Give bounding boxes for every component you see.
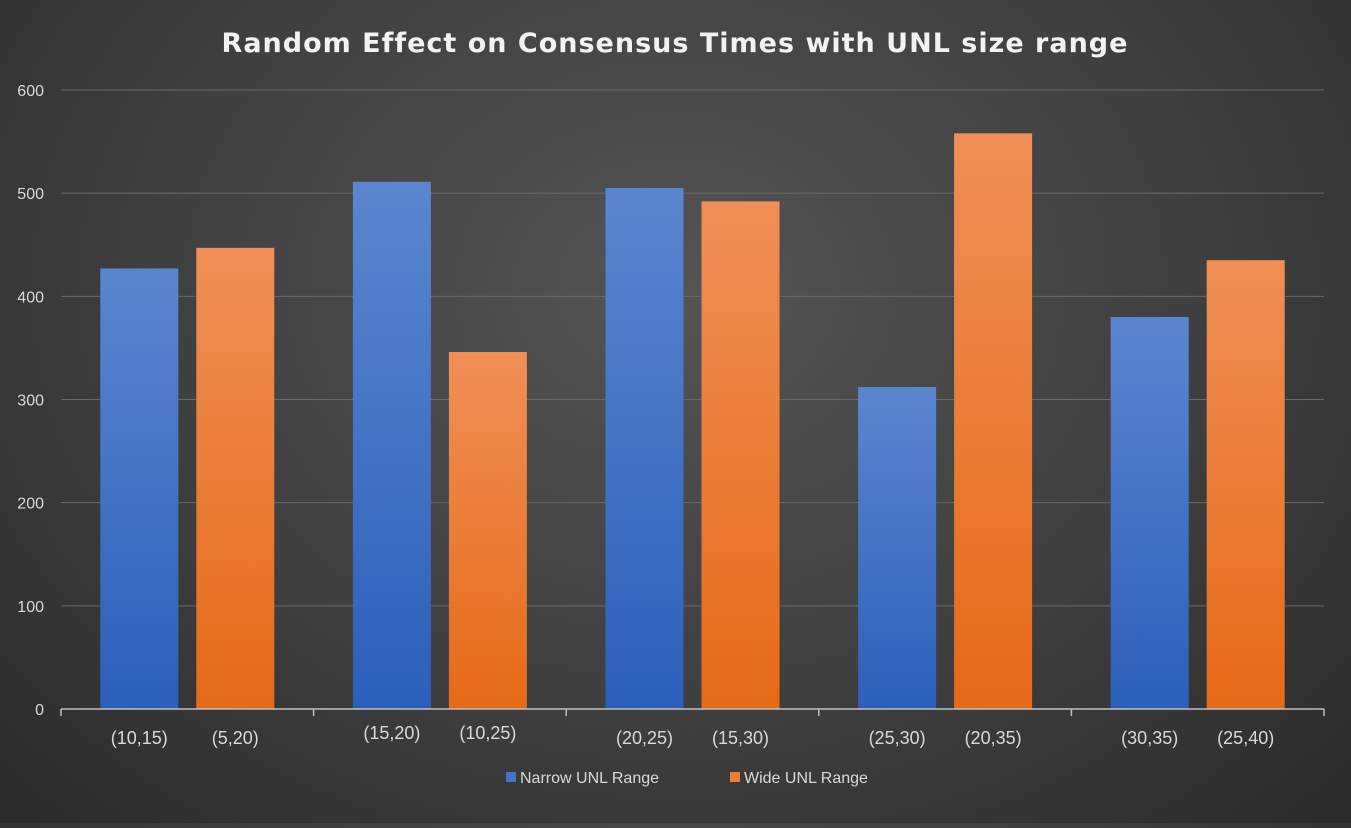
legend-label: Narrow UNL Range (520, 770, 659, 787)
category-label: (20,35) (965, 728, 1022, 748)
y-tick-label: 400 (17, 289, 44, 306)
y-tick-label: 200 (17, 496, 44, 513)
category-label: (25,30) (869, 728, 926, 748)
category-label: (20,25) (616, 728, 673, 748)
chart-title: Random Effect on Consensus Times with UN… (222, 28, 1129, 59)
y-tick-label: 600 (17, 83, 44, 100)
y-tick-label: 500 (17, 186, 44, 203)
bar (196, 247, 275, 709)
x-axis (60, 708, 1325, 716)
bar (954, 133, 1033, 709)
legend-swatch (506, 772, 516, 782)
bar (858, 387, 937, 709)
bar (100, 268, 179, 709)
bar (448, 352, 527, 709)
y-axis-ticks: 0 100 200 300 400 500 600 (17, 83, 44, 719)
legend-label: Wide UNL Range (744, 770, 868, 787)
bar (1110, 316, 1189, 709)
legend-swatch (730, 772, 740, 782)
category-label: (10,25) (459, 723, 516, 743)
y-tick-label: 300 (17, 393, 44, 410)
category-label: (10,15) (111, 728, 168, 748)
y-tick-label: 0 (35, 702, 44, 719)
bar (701, 201, 780, 710)
bar (352, 181, 431, 709)
y-tick-label: 100 (17, 599, 44, 616)
bar (605, 188, 684, 710)
category-label: (15,30) (712, 728, 769, 748)
legend: Narrow UNL Range Wide UNL Range (506, 770, 868, 787)
bars (100, 133, 1285, 710)
category-label: (15,20) (363, 723, 420, 743)
category-label: (5,20) (212, 728, 259, 748)
category-label: (30,35) (1121, 728, 1178, 748)
category-label: (25,40) (1217, 728, 1274, 748)
bar (1206, 260, 1285, 709)
category-labels: (10,15) (5,20) (15,20) (10,25) (20,25) (15,30… (111, 723, 1274, 748)
